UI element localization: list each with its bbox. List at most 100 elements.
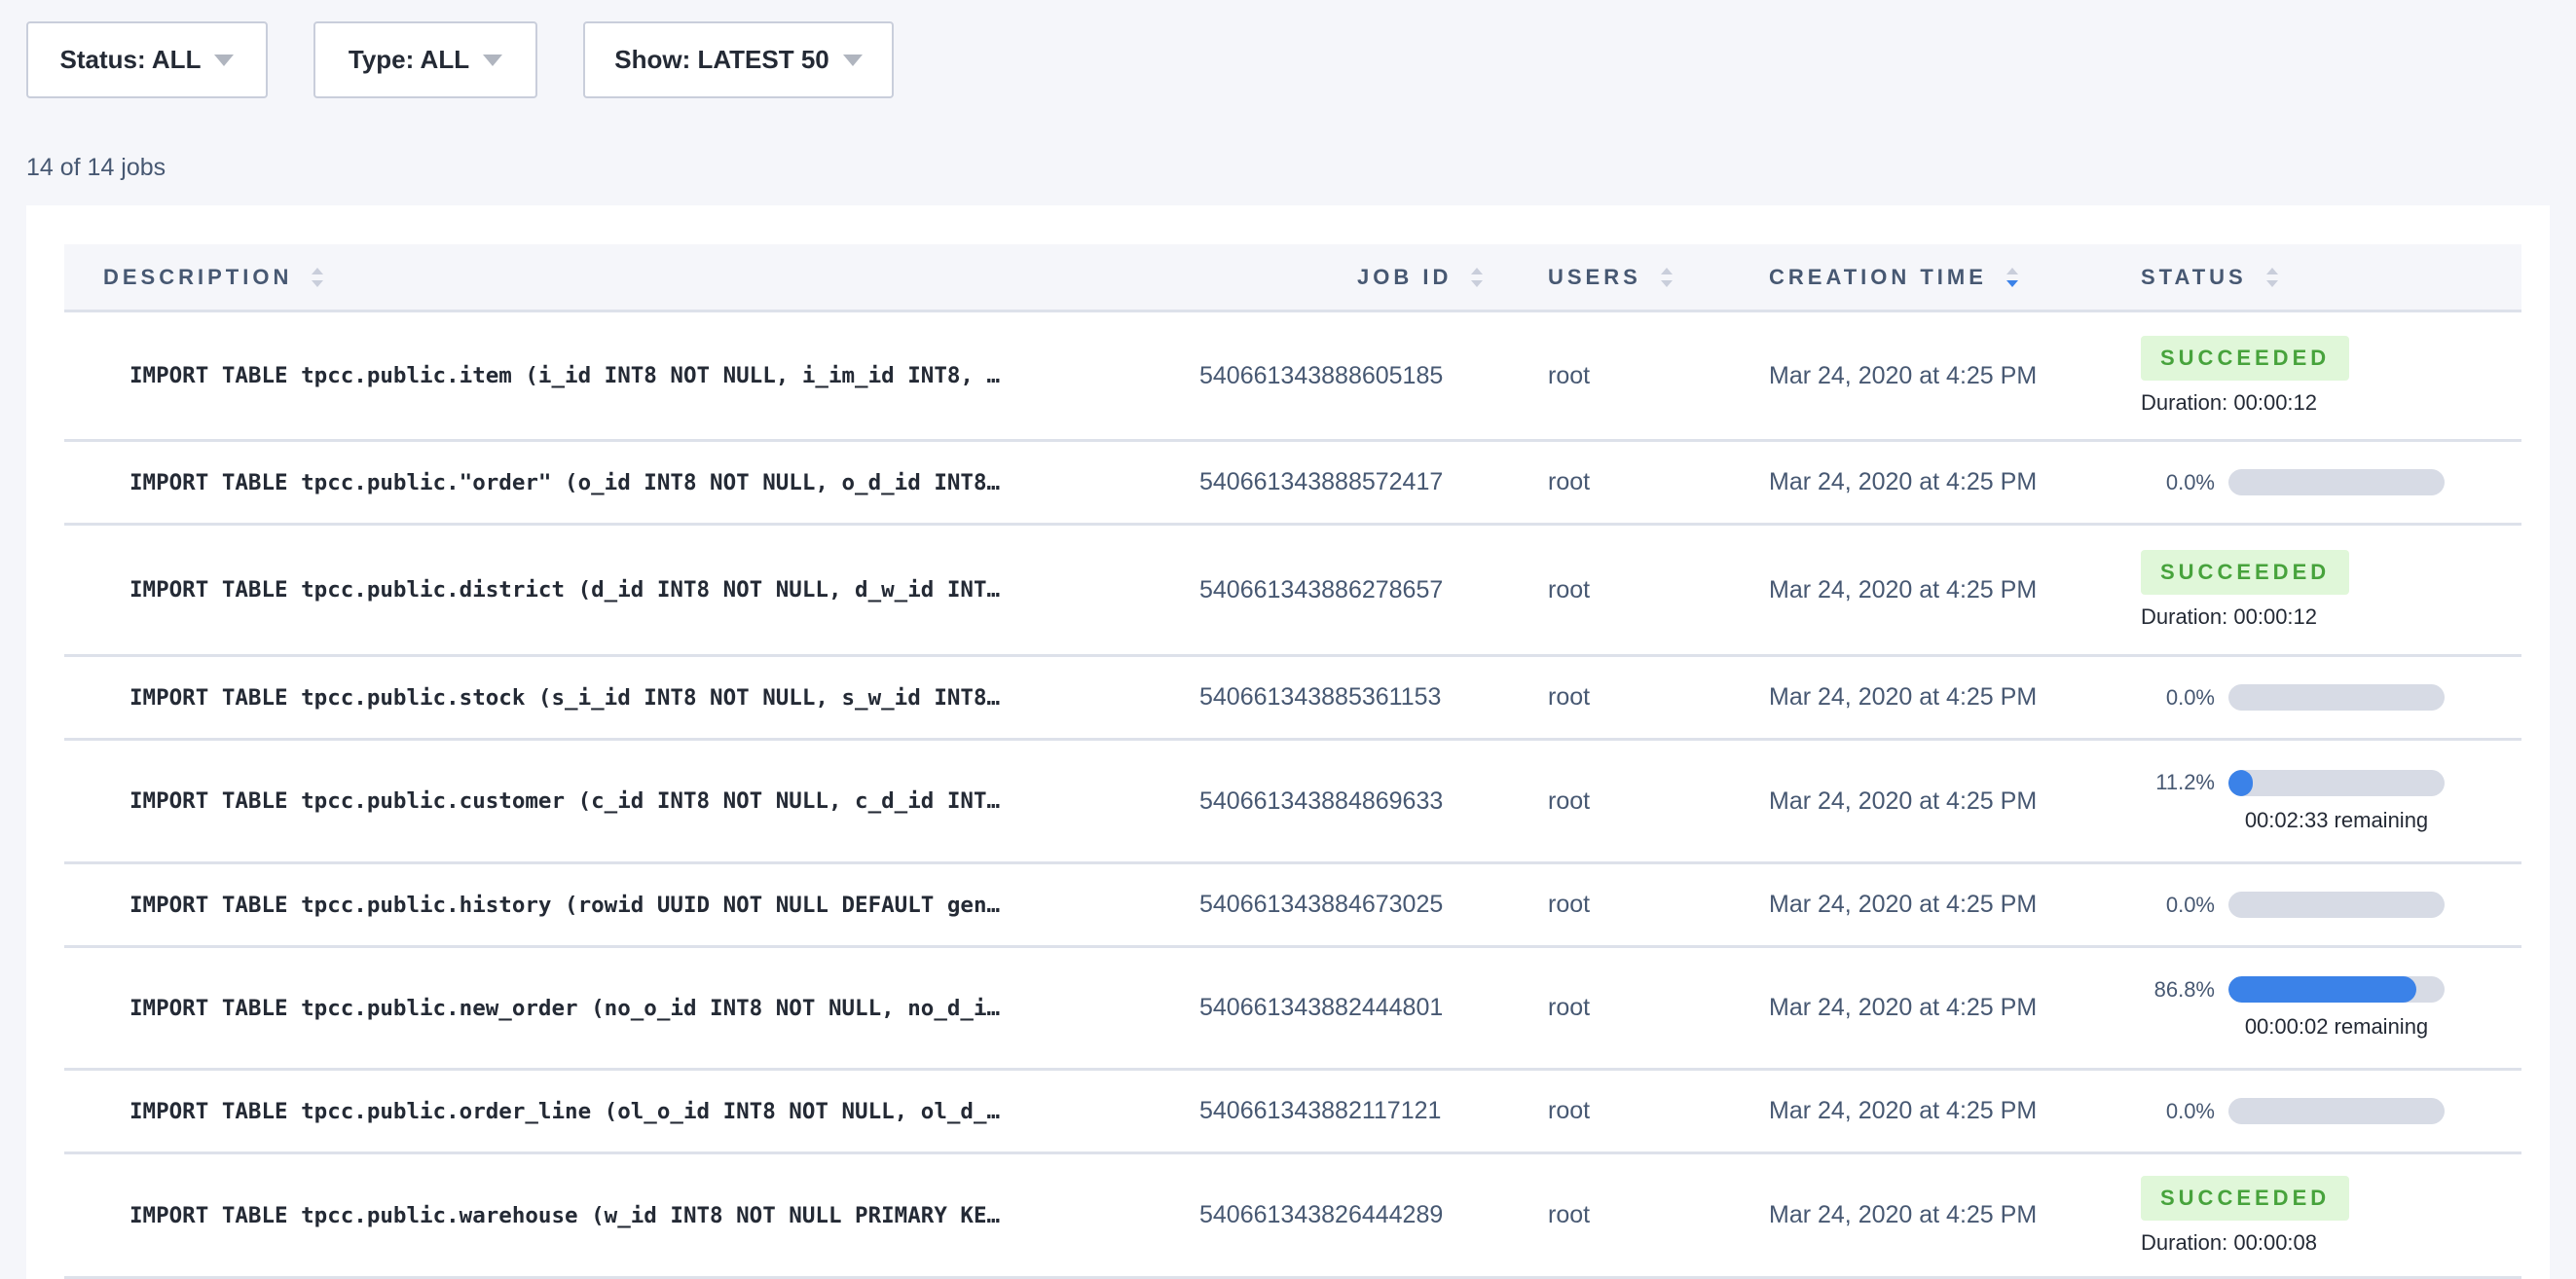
column-header-description[interactable]: DESCRIPTION (103, 244, 324, 310)
progress: 86.8% (2141, 976, 2445, 1003)
job-user: root (1548, 361, 1591, 389)
table-row[interactable]: IMPORT TABLE tpcc.public.order_line (ol_… (64, 1071, 2521, 1154)
job-id[interactable]: 540661343882117121 (1199, 1097, 1442, 1124)
column-label: CREATION TIME (1769, 264, 1987, 289)
creation-time: Mar 24, 2020 at 4:25 PM (1769, 994, 2038, 1021)
progress-bar-fill (2228, 976, 2416, 1003)
show-filter-label: Show: LATEST 50 (614, 45, 829, 74)
progress-bar (2228, 769, 2445, 796)
job-id[interactable]: 540661343826444289 (1199, 1201, 1444, 1228)
sort-icon (312, 267, 324, 287)
table-row[interactable]: IMPORT TABLE tpcc.public.customer (c_id … (64, 741, 2521, 864)
column-header-status[interactable]: STATUS (2141, 244, 2278, 310)
table-row[interactable]: IMPORT TABLE tpcc.public.history (rowid … (64, 864, 2521, 948)
column-header-creation-time[interactable]: CREATION TIME (1769, 244, 2018, 310)
job-user: root (1548, 891, 1591, 918)
status-filter-label: Status: ALL (59, 45, 202, 74)
job-id[interactable]: 540661343882444801 (1199, 994, 1444, 1021)
job-id[interactable]: 540661343888572417 (1199, 468, 1444, 495)
job-status: 0.0% (2141, 657, 2445, 738)
status-badge: SUCCEEDED (2141, 336, 2350, 381)
creation-time: Mar 24, 2020 at 4:25 PM (1769, 683, 2038, 711)
table-row[interactable]: IMPORT TABLE tpcc.public.stock (s_i_id I… (64, 657, 2521, 741)
status-badge: SUCCEEDED (2141, 550, 2350, 595)
job-count: 14 of 14 jobs (26, 154, 166, 181)
creation-time: Mar 24, 2020 at 4:25 PM (1769, 891, 2038, 918)
table-row[interactable]: IMPORT TABLE tpcc.public.district (d_id … (64, 526, 2521, 657)
column-label: USERS (1548, 264, 1641, 289)
progress-bar (2228, 976, 2445, 1003)
status-filter-dropdown[interactable]: Status: ALL (26, 21, 268, 98)
job-status: 11.2% 00:02:33 remaining (2141, 741, 2445, 861)
sort-icon (1660, 267, 1673, 287)
progress-percent: 0.0% (2165, 1098, 2215, 1123)
status-badge: SUCCEEDED (2141, 1175, 2350, 1221)
caret-down-icon (483, 54, 503, 66)
job-user: root (1548, 1097, 1591, 1124)
job-user: root (1548, 575, 1591, 603)
job-id[interactable]: 540661343886278657 (1199, 575, 1444, 603)
job-id[interactable]: 540661343884869633 (1199, 786, 1444, 815)
job-user: root (1548, 786, 1591, 815)
column-label: DESCRIPTION (103, 264, 293, 289)
job-id[interactable]: 540661343888605185 (1199, 361, 1444, 389)
progress: 0.0% (2141, 1098, 2445, 1124)
table-row[interactable]: IMPORT TABLE tpcc.public.item (i_id INT8… (64, 312, 2521, 442)
progress-bar (2228, 684, 2445, 711)
progress-percent: 0.0% (2165, 892, 2215, 917)
sort-icon (1471, 267, 1484, 287)
job-description[interactable]: IMPORT TABLE tpcc.public.stock (s_i_id I… (129, 684, 1001, 711)
progress-bar (2228, 1098, 2445, 1124)
column-label: STATUS (2141, 264, 2247, 289)
sort-icon (2265, 267, 2278, 287)
job-description[interactable]: IMPORT TABLE tpcc.public.order_line (ol_… (129, 1098, 1001, 1124)
job-id[interactable]: 540661343885361153 (1199, 683, 1442, 711)
creation-time: Mar 24, 2020 at 4:25 PM (1769, 361, 2038, 389)
progress: 0.0% (2141, 892, 2445, 918)
creation-time: Mar 24, 2020 at 4:25 PM (1769, 786, 2038, 815)
creation-time: Mar 24, 2020 at 4:25 PM (1769, 468, 2038, 495)
time-remaining: 00:00:02 remaining (2244, 1014, 2429, 1039)
job-description[interactable]: IMPORT TABLE tpcc.public.item (i_id INT8… (129, 363, 1001, 388)
caret-down-icon (842, 54, 863, 66)
job-description[interactable]: IMPORT TABLE tpcc.public.customer (c_id … (129, 788, 1001, 814)
duration: Duration: 00:00:12 (2141, 604, 2318, 629)
column-header-job-id[interactable]: JOB ID (1357, 244, 1484, 310)
table-row[interactable]: IMPORT TABLE tpcc.public.warehouse (w_id… (64, 1154, 2521, 1279)
job-description[interactable]: IMPORT TABLE tpcc.public."order" (o_id I… (129, 469, 1001, 495)
time-remaining: 00:02:33 remaining (2244, 807, 2429, 832)
progress-bar-fill (2228, 769, 2253, 796)
type-filter-dropdown[interactable]: Type: ALL (313, 21, 537, 98)
job-description[interactable]: IMPORT TABLE tpcc.public.district (d_id … (129, 577, 1001, 603)
job-id[interactable]: 540661343884673025 (1199, 891, 1444, 918)
duration: Duration: 00:00:08 (2141, 1229, 2318, 1255)
progress: 0.0% (2141, 469, 2445, 495)
type-filter-label: Type: ALL (348, 45, 470, 74)
job-status: 0.0% (2141, 1071, 2445, 1151)
job-user: root (1548, 994, 1591, 1021)
progress-bar (2228, 892, 2445, 918)
show-filter-dropdown[interactable]: Show: LATEST 50 (583, 21, 894, 98)
job-status: 0.0% (2141, 442, 2445, 523)
job-description[interactable]: IMPORT TABLE tpcc.public.warehouse (w_id… (129, 1202, 1001, 1228)
creation-time: Mar 24, 2020 at 4:25 PM (1769, 575, 2038, 603)
progress-percent: 86.8% (2153, 976, 2215, 1002)
job-description[interactable]: IMPORT TABLE tpcc.public.history (rowid … (129, 892, 1001, 918)
creation-time: Mar 24, 2020 at 4:25 PM (1769, 1201, 2038, 1228)
jobs-table: DESCRIPTION JOB ID USERS CREATION TIME S… (26, 205, 2550, 1279)
column-header-users[interactable]: USERS (1548, 244, 1673, 310)
job-status: 86.8% 00:00:02 remaining (2141, 948, 2445, 1068)
table-row[interactable]: IMPORT TABLE tpcc.public."order" (o_id I… (64, 442, 2521, 526)
job-description[interactable]: IMPORT TABLE tpcc.public.new_order (no_o… (129, 995, 1001, 1021)
progress-percent: 0.0% (2165, 684, 2215, 710)
job-status: SUCCEEDED Duration: 00:00:08 (2141, 1154, 2350, 1276)
progress: 0.0% (2141, 684, 2445, 711)
creation-time: Mar 24, 2020 at 4:25 PM (1769, 1097, 2038, 1124)
column-label: JOB ID (1357, 264, 1453, 289)
job-status: SUCCEEDED Duration: 00:00:12 (2141, 312, 2350, 439)
sort-descending-icon (2006, 267, 2018, 287)
job-user: root (1548, 683, 1591, 711)
progress-percent: 0.0% (2165, 469, 2215, 494)
table-row[interactable]: IMPORT TABLE tpcc.public.new_order (no_o… (64, 948, 2521, 1071)
job-user: root (1548, 468, 1591, 495)
